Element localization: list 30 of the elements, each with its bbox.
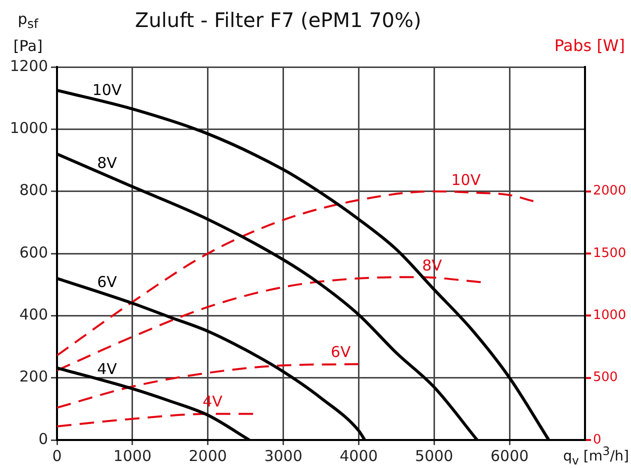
- series-label: 6V: [330, 342, 352, 361]
- series-label: 6V: [97, 273, 118, 292]
- y2-tick-label: 500: [593, 370, 618, 386]
- y-tick-label: 800: [19, 181, 48, 200]
- y-tick-label: 1000: [10, 119, 48, 138]
- x-tick-label: 2000: [188, 446, 227, 465]
- y2-tick-label: 1000: [593, 308, 626, 324]
- chart-title: Zuluft - Filter F7 (ePM1 70%): [135, 8, 422, 32]
- y-tick-label: 200: [19, 368, 48, 386]
- series-label: 10V: [451, 170, 482, 189]
- series-label: 10V: [92, 81, 122, 100]
- x-tick-label: 6000: [490, 446, 529, 465]
- y2-tick-label: 2000: [593, 184, 626, 199]
- x-tick-label: 3000: [264, 446, 302, 465]
- x-tick-label: 0: [52, 446, 62, 465]
- y-axis-title: p$_{sf}$ [Pa]: [12, 9, 44, 57]
- y-tick-label: 600: [19, 243, 48, 262]
- y-tick-label: 0: [38, 430, 48, 448]
- x-tick-label: 4000: [340, 446, 378, 465]
- y-tick-label: 400: [19, 306, 48, 324]
- line-series: [57, 190, 535, 356]
- x-tick-label: 5000: [415, 446, 454, 465]
- x-tick-label: 1000: [113, 446, 152, 465]
- y2-tick-label: 1500: [593, 246, 626, 261]
- y2-axis-title: Pabs [W]: [554, 36, 625, 55]
- x-axis-title: q$_{v}$ [m$^{3}$/h]: [563, 444, 629, 468]
- series-label: 4V: [97, 360, 118, 378]
- line-series: [57, 363, 360, 409]
- y-tick-label: 1200: [10, 56, 48, 75]
- series-label: 8V: [97, 154, 118, 172]
